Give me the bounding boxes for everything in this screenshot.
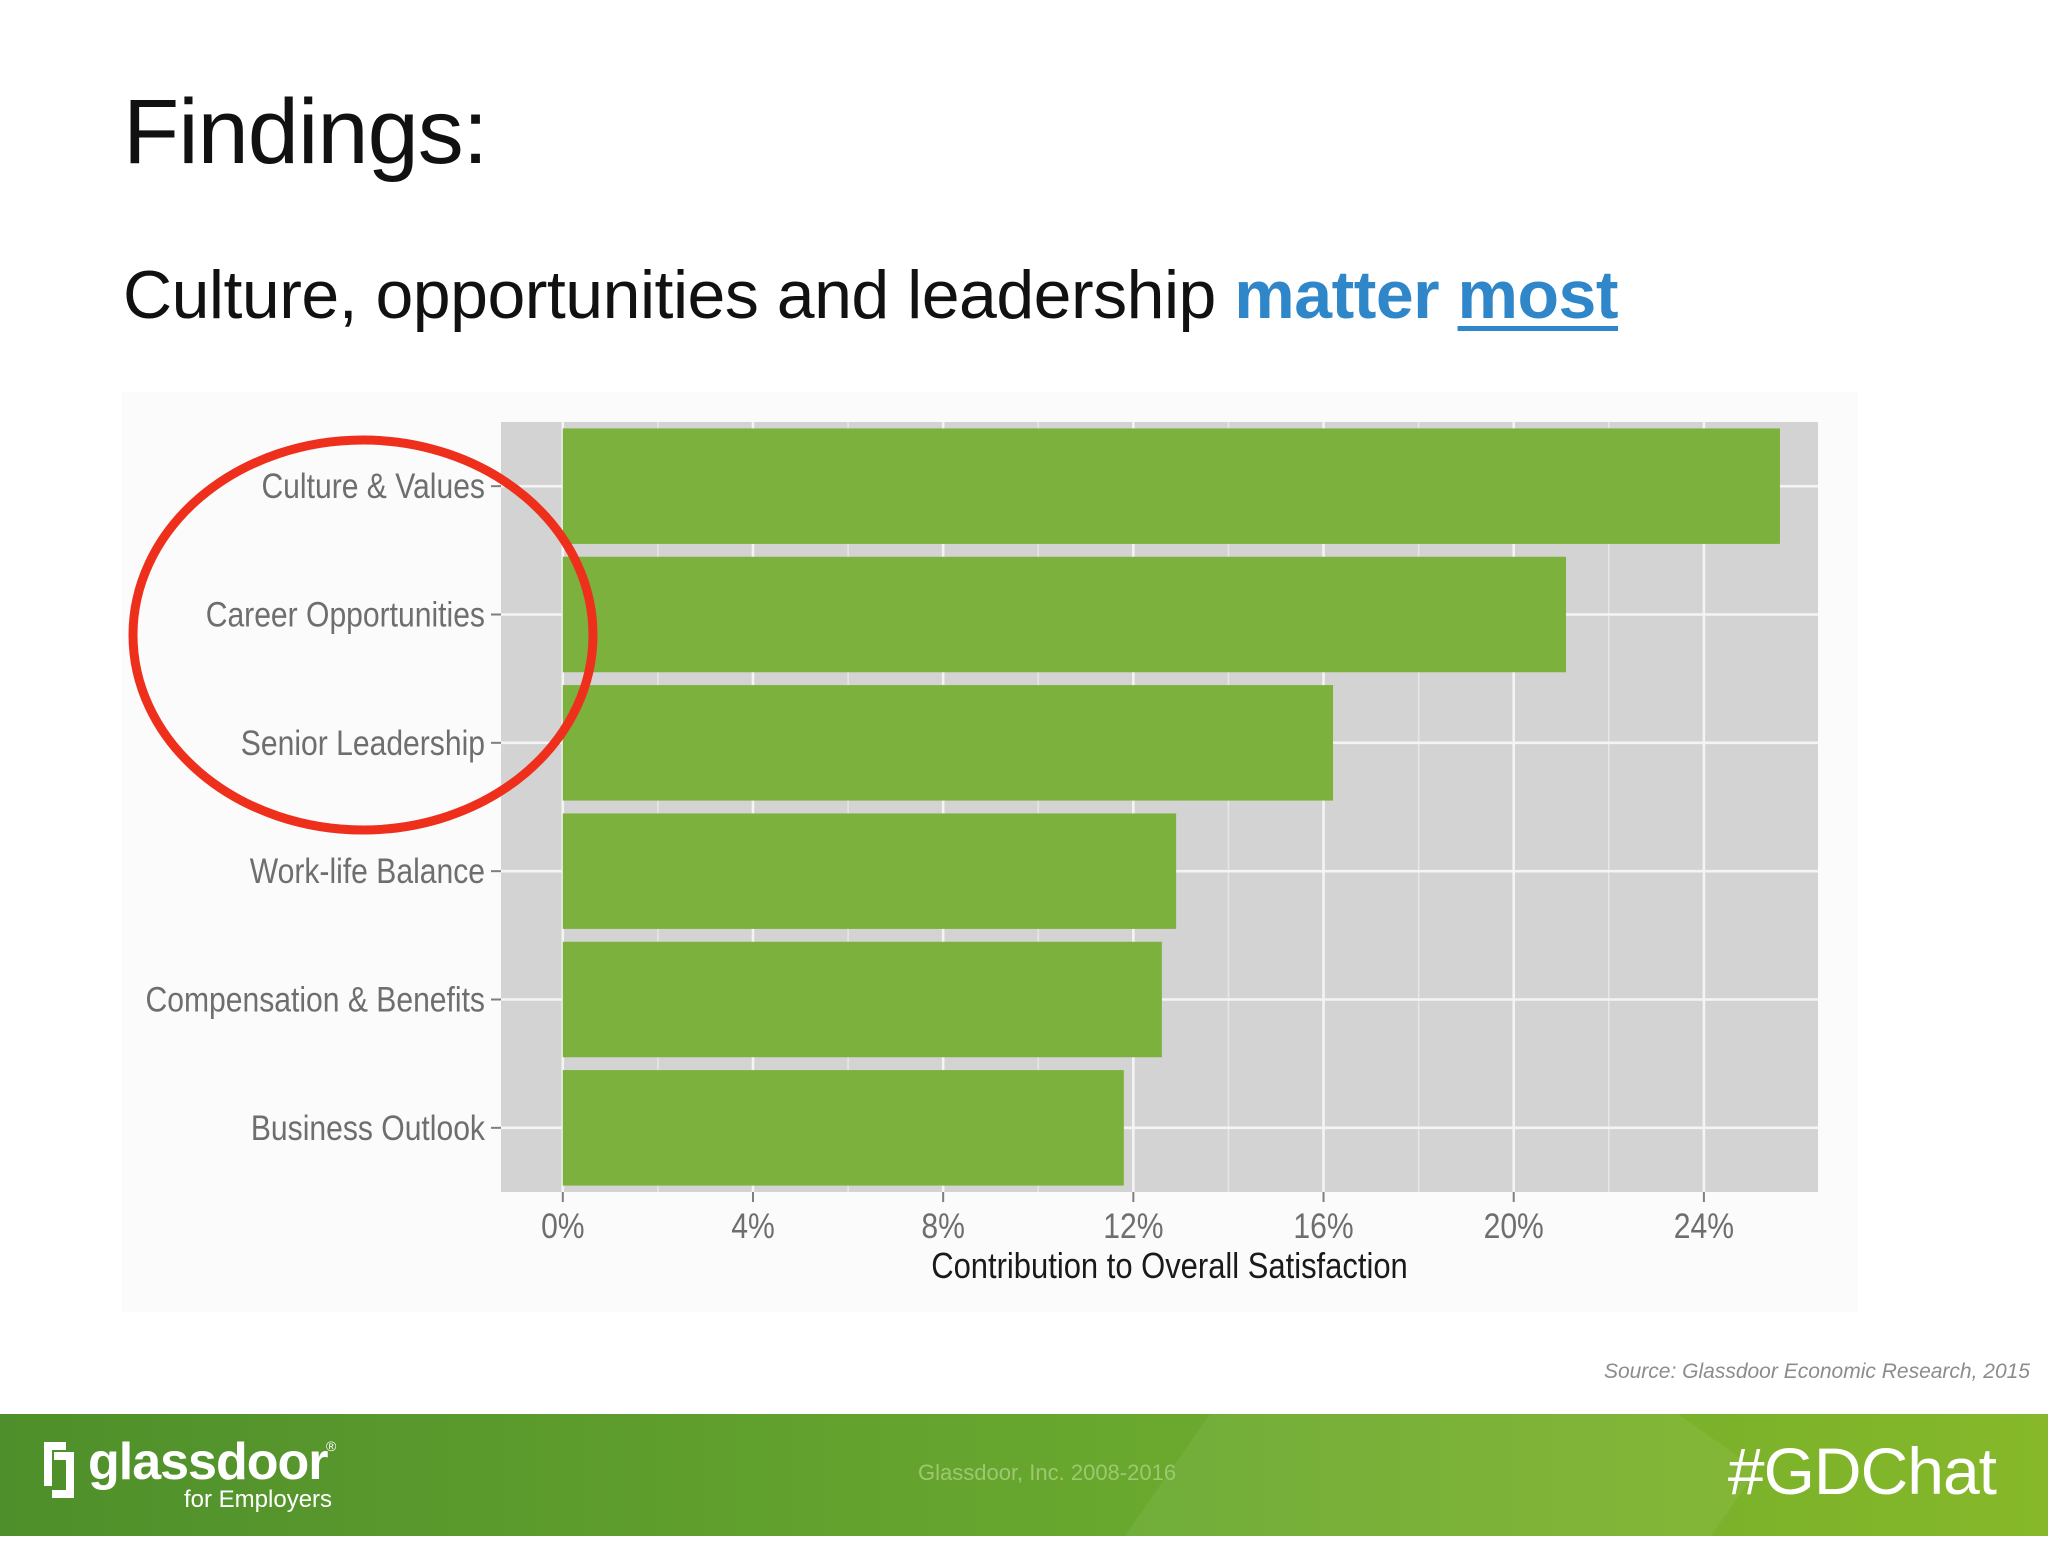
x-tick-label: 12% bbox=[1103, 1206, 1163, 1246]
bar-culture-values bbox=[562, 428, 1780, 544]
bar-compensation-benefits bbox=[562, 941, 1162, 1058]
x-tick-label: 16% bbox=[1293, 1206, 1353, 1246]
y-tick-label-compensation-benefits: Compensation & Benefits bbox=[146, 979, 485, 1019]
subtitle-accent-most: most bbox=[1457, 257, 1619, 333]
hashtag: #GDChat bbox=[1727, 1434, 1997, 1508]
copyright-text: Glassdoor, Inc. 2008-2016 bbox=[918, 1460, 1177, 1485]
x-tick-label: 24% bbox=[1674, 1206, 1734, 1246]
registered-mark: ® bbox=[326, 1438, 337, 1454]
x-tick-label: 4% bbox=[731, 1206, 774, 1246]
bar-career-opportunities bbox=[562, 556, 1567, 673]
y-tick-label-career-opportunities: Career Opportunities bbox=[206, 594, 485, 634]
subtitle-accent-matter: matter bbox=[1234, 257, 1440, 333]
bar-business-outlook bbox=[562, 1070, 1124, 1186]
glassdoor-door-icon bbox=[44, 1442, 74, 1498]
bar-work-life-balance bbox=[562, 813, 1177, 929]
source-note: Source: Glassdoor Economic Research, 201… bbox=[1603, 1360, 2030, 1383]
logo-subtitle: for Employers bbox=[184, 1486, 333, 1513]
x-tick-label: 0% bbox=[541, 1206, 584, 1246]
glassdoor-logo: glassdoor ® for Employers bbox=[40, 1433, 360, 1518]
y-tick-label-culture-values: Culture & Values bbox=[261, 466, 485, 506]
logo-wordmark: glassdoor bbox=[88, 1433, 328, 1491]
x-tick-label: 20% bbox=[1484, 1206, 1544, 1246]
x-axis-title: Contribution to Overall Satisfaction bbox=[931, 1247, 1408, 1287]
y-tick-label-work-life-balance: Work-life Balance bbox=[250, 851, 485, 891]
highlight-circle bbox=[128, 435, 598, 835]
footer-bar: glassdoor ® for Employers Glassdoor, Inc… bbox=[0, 1414, 2048, 1536]
y-tick-label-senior-leadership: Senior Leadership bbox=[241, 723, 485, 763]
y-tick-label-business-outlook: Business Outlook bbox=[251, 1108, 486, 1148]
x-tick-label: 8% bbox=[921, 1206, 964, 1246]
plot-panel bbox=[501, 422, 1818, 1192]
slide-subtitle: Culture, opportunities and leadership ma… bbox=[123, 255, 1619, 337]
bar-senior-leadership bbox=[562, 685, 1334, 801]
subtitle-text: Culture, opportunities and leadership bbox=[123, 257, 1216, 333]
slide-title: Findings: bbox=[123, 81, 488, 183]
